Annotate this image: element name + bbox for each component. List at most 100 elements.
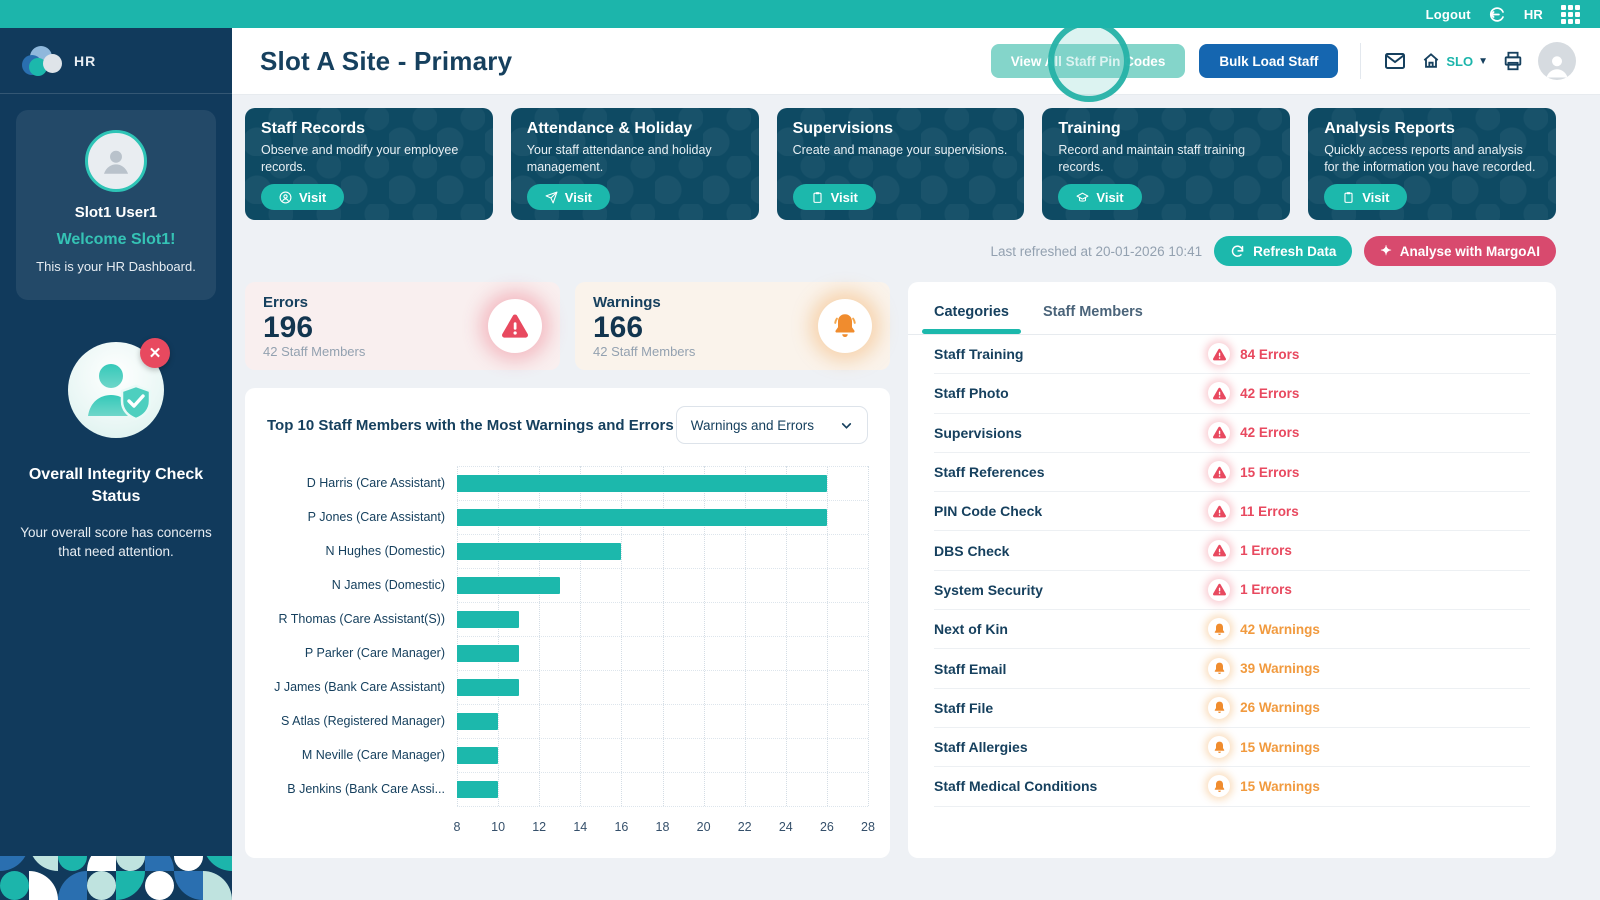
- category-label: Staff Allergies: [934, 739, 1028, 756]
- chart-category-label: P Jones (Care Assistant): [307, 510, 445, 524]
- chart-category-label: B Jenkins (Bank Care Assi...: [287, 782, 445, 796]
- chart-bar-row: [457, 738, 868, 772]
- warning-bell-icon: [1208, 696, 1231, 719]
- category-row[interactable]: Staff Medical Conditions 15 Warnings: [934, 767, 1530, 807]
- chart-bar[interactable]: [457, 542, 622, 560]
- integrity-fail-badge: ✕: [140, 338, 170, 368]
- category-row[interactable]: System Security 1 Errors: [934, 571, 1530, 611]
- user-card: Slot1 User1 Welcome Slot1! This is your …: [16, 110, 216, 300]
- visit-button[interactable]: Visit: [1324, 184, 1408, 210]
- logout-icon[interactable]: [1489, 6, 1506, 23]
- category-count-badge: 42 Warnings: [1208, 618, 1530, 641]
- chart-bar[interactable]: [457, 576, 560, 594]
- stats-row: Errors 196 42 Staff Members: [245, 282, 890, 370]
- profile-avatar[interactable]: [1538, 42, 1576, 80]
- view-all-staff-pin-codes-button[interactable]: View All Staff Pin Codes: [990, 44, 1186, 78]
- category-count-badge: 26 Warnings: [1208, 696, 1530, 719]
- category-row[interactable]: Staff Email 39 Warnings: [934, 649, 1530, 689]
- categories-list: Staff Training 84 Errors Staff Photo 42 Err…: [908, 335, 1556, 807]
- bulk-load-staff-button[interactable]: Bulk Load Staff: [1199, 44, 1339, 78]
- visit-button[interactable]: Visit: [792, 184, 876, 210]
- chart-bar[interactable]: [457, 780, 499, 798]
- dashboard-content: Staff Records Observe and modify your emp…: [232, 94, 1600, 900]
- x-tick-label: 10: [491, 820, 506, 834]
- category-count-badge: 15 Warnings: [1208, 775, 1530, 798]
- user-welcome: Welcome Slot1!: [56, 231, 176, 248]
- category-row[interactable]: Supervisions 42 Errors: [934, 414, 1530, 453]
- category-label: Next of Kin: [934, 621, 1008, 638]
- nav-card-description: Your staff attendance and holiday manage…: [526, 143, 712, 174]
- user-avatar: [85, 130, 147, 192]
- visit-button[interactable]: Visit: [1058, 184, 1142, 210]
- category-count: 15 Warnings: [1240, 739, 1320, 755]
- category-count: 15 Warnings: [1240, 778, 1320, 794]
- sidebar: HR Slot1 User1 Welcome Slot1! This is yo…: [0, 28, 232, 900]
- category-count: 42 Warnings: [1240, 621, 1320, 637]
- gridline: [457, 670, 868, 671]
- category-count: 42 Errors: [1240, 425, 1300, 441]
- visit-label: Visit: [830, 189, 858, 205]
- mail-icon[interactable]: [1383, 49, 1407, 73]
- chart-bar[interactable]: [457, 746, 499, 764]
- mosaic-tile: [203, 856, 232, 871]
- site-selector[interactable]: SLO ▼: [1421, 51, 1488, 71]
- category-count-badge: 15 Warnings: [1208, 736, 1530, 759]
- category-count: 1 Errors: [1240, 582, 1292, 598]
- category-label: Staff References: [934, 464, 1045, 481]
- category-label: Supervisions: [934, 424, 1022, 441]
- category-row[interactable]: Staff Photo 42 Errors: [934, 374, 1530, 414]
- tab-categories[interactable]: Categories: [922, 304, 1021, 334]
- errors-stat-card: Errors 196 42 Staff Members: [245, 282, 560, 370]
- category-row[interactable]: Staff Training 84 Errors: [934, 335, 1530, 375]
- category-row[interactable]: Staff References 15 Errors: [934, 453, 1530, 493]
- chart-title: Top 10 Staff Members with the Most Warni…: [267, 416, 674, 434]
- category-count-badge: 1 Errors: [1208, 578, 1530, 601]
- mosaic-tile: [29, 856, 58, 871]
- category-row[interactable]: PIN Code Check 11 Errors: [934, 492, 1530, 532]
- chart-bar-row: [457, 704, 868, 738]
- chart-bar[interactable]: [457, 644, 519, 662]
- chart-bar[interactable]: [457, 508, 827, 526]
- brand-label[interactable]: HR: [1523, 6, 1543, 22]
- chart-filter-dropdown[interactable]: Warnings and Errors: [675, 406, 868, 444]
- category-count: 11 Errors: [1240, 503, 1299, 519]
- x-tick-label: 28: [861, 820, 875, 834]
- tab-staff-members[interactable]: Staff Members: [1042, 304, 1143, 320]
- category-label: DBS Check: [934, 542, 1010, 559]
- refresh-data-button[interactable]: Refresh Data: [1214, 236, 1353, 266]
- nav-card-title: Analysis Reports: [1324, 120, 1455, 137]
- chart-bar[interactable]: [457, 712, 499, 730]
- chart-bar[interactable]: [457, 610, 519, 628]
- visit-button[interactable]: Visit: [261, 184, 345, 210]
- category-count-badge: 42 Errors: [1208, 382, 1530, 405]
- x-tick-label: 8: [453, 820, 461, 834]
- top10-chart-card: Top 10 Staff Members with the Most Warni…: [245, 388, 890, 858]
- error-triangle-icon: [1208, 578, 1231, 601]
- category-row[interactable]: Staff File 26 Warnings: [934, 689, 1530, 728]
- category-row[interactable]: DBS Check 1 Errors: [934, 531, 1530, 571]
- visit-button[interactable]: Visit: [526, 184, 611, 210]
- chevron-down-icon: [840, 419, 853, 432]
- print-icon[interactable]: [1502, 50, 1524, 72]
- mosaic-tile: [58, 856, 87, 871]
- analyse-with-margoai-button[interactable]: ✦ Analyse with MargoAI: [1364, 236, 1556, 266]
- category-label: PIN Code Check: [934, 503, 1043, 520]
- category-count-badge: 15 Errors: [1208, 461, 1530, 484]
- logout-button[interactable]: Logout: [1425, 6, 1471, 22]
- category-row[interactable]: Next of Kin 42 Warnings: [934, 610, 1530, 650]
- chart-bar[interactable]: [457, 678, 519, 696]
- visit-label: Visit: [564, 189, 593, 205]
- nav-card-training: Training Record and maintain staff traini…: [1042, 108, 1290, 220]
- apps-grid-icon[interactable]: [1561, 4, 1580, 24]
- visit-label: Visit: [1362, 189, 1390, 205]
- category-count-badge: 1 Errors: [1208, 539, 1530, 562]
- chart-x-axis: 8 10 12 14 16 18 20 22 24 26 28: [453, 812, 875, 842]
- nav-card-staff-records: Staff Records Observe and modify your emp…: [245, 108, 493, 220]
- x-tick-label: 22: [737, 820, 752, 834]
- category-row[interactable]: Staff Allergies 15 Warnings: [934, 728, 1530, 768]
- mosaic-tile: [0, 856, 29, 871]
- nav-card-attendance-holiday: Attendance & Holiday Your staff attendanc…: [511, 108, 759, 220]
- sidebar-brand-label: HR: [74, 52, 97, 69]
- chart-bar[interactable]: [457, 474, 827, 492]
- category-count: 84 Errors: [1240, 346, 1300, 362]
